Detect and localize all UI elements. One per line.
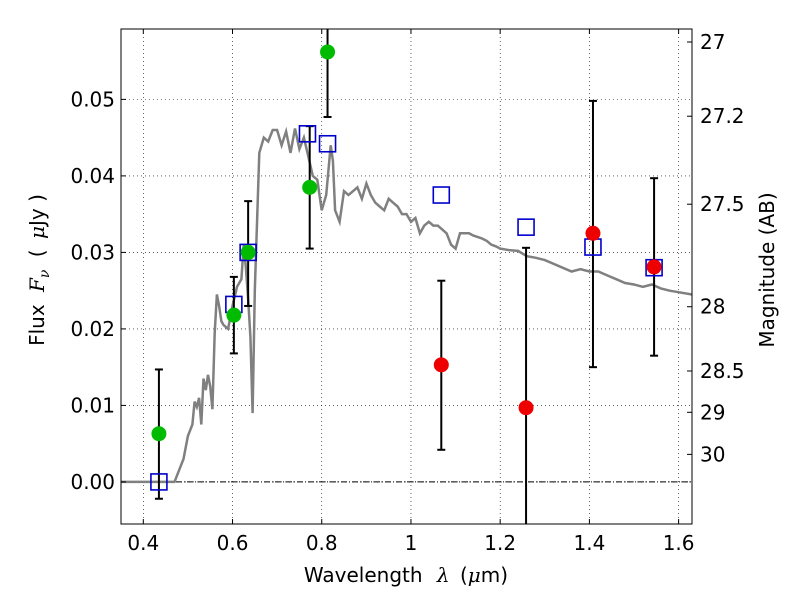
plot-frame: [120, 28, 693, 525]
optical-detection-point: [240, 244, 256, 260]
y-tick-label: 0.02: [70, 317, 115, 341]
x-tick-label: 1.4: [573, 531, 605, 555]
model-band-points: [150, 125, 663, 491]
x-tick-label: 1.2: [484, 531, 516, 555]
model-band-square: [298, 125, 317, 143]
model-band-square: [318, 134, 337, 153]
magnitude-tick-label: 27.2: [700, 104, 745, 128]
y-tick-label: 0.01: [70, 393, 115, 417]
model-band-square: [517, 218, 535, 236]
model-band-square: [239, 243, 257, 262]
magnitude-tick-label: 28.5: [700, 359, 745, 383]
nir-detection-point: [585, 225, 601, 241]
y-tick-label: 0.04: [70, 164, 115, 188]
x-tick-label: 0.4: [127, 531, 159, 555]
grid-lines: [121, 29, 692, 524]
x-tick-label: 0.8: [306, 531, 338, 555]
right-axis-label: Magnitude (AB): [755, 192, 779, 347]
detection-points: [151, 44, 662, 442]
plot-background: [121, 29, 692, 524]
magnitude-tick-label: 27.5: [700, 192, 745, 216]
nir-detection-point: [518, 400, 534, 416]
y-tick-label: 0.00: [70, 470, 115, 494]
axis-ticks: 0.4 0.6 0.8 1 1.2 1.4 1.6 0.00 0.01 0.02 0.03 0.04 0…: [70, 29, 745, 555]
model-band-square: [150, 473, 168, 491]
optical-detection-point: [320, 44, 336, 60]
optical-detection-point: [151, 426, 167, 442]
magnitude-tick-label: 28: [700, 295, 725, 319]
x-tick-label: 1.6: [663, 531, 695, 555]
magnitude-tick-label: 29: [700, 400, 725, 424]
x-tick-label: 0.6: [217, 531, 249, 555]
x-tick-label: 1: [405, 531, 418, 555]
x-axis-label: Wavelength λ (μm): [304, 563, 508, 587]
model-band-square: [432, 186, 451, 204]
y-axis-label: Flux Fν ( μJy ): [25, 194, 54, 346]
optical-detection-point: [226, 307, 242, 323]
model-spectrum-line: [121, 126, 692, 484]
plot-area: [121, 29, 692, 524]
nir-detection-point: [433, 357, 449, 373]
nir-detection-point: [646, 259, 662, 275]
magnitude-tick-label: 30: [700, 442, 725, 466]
y-tick-label: 0.05: [70, 87, 115, 111]
magnitude-tick-label: 27: [700, 30, 725, 54]
optical-detection-point: [302, 179, 318, 195]
y-tick-label: 0.03: [70, 240, 115, 264]
